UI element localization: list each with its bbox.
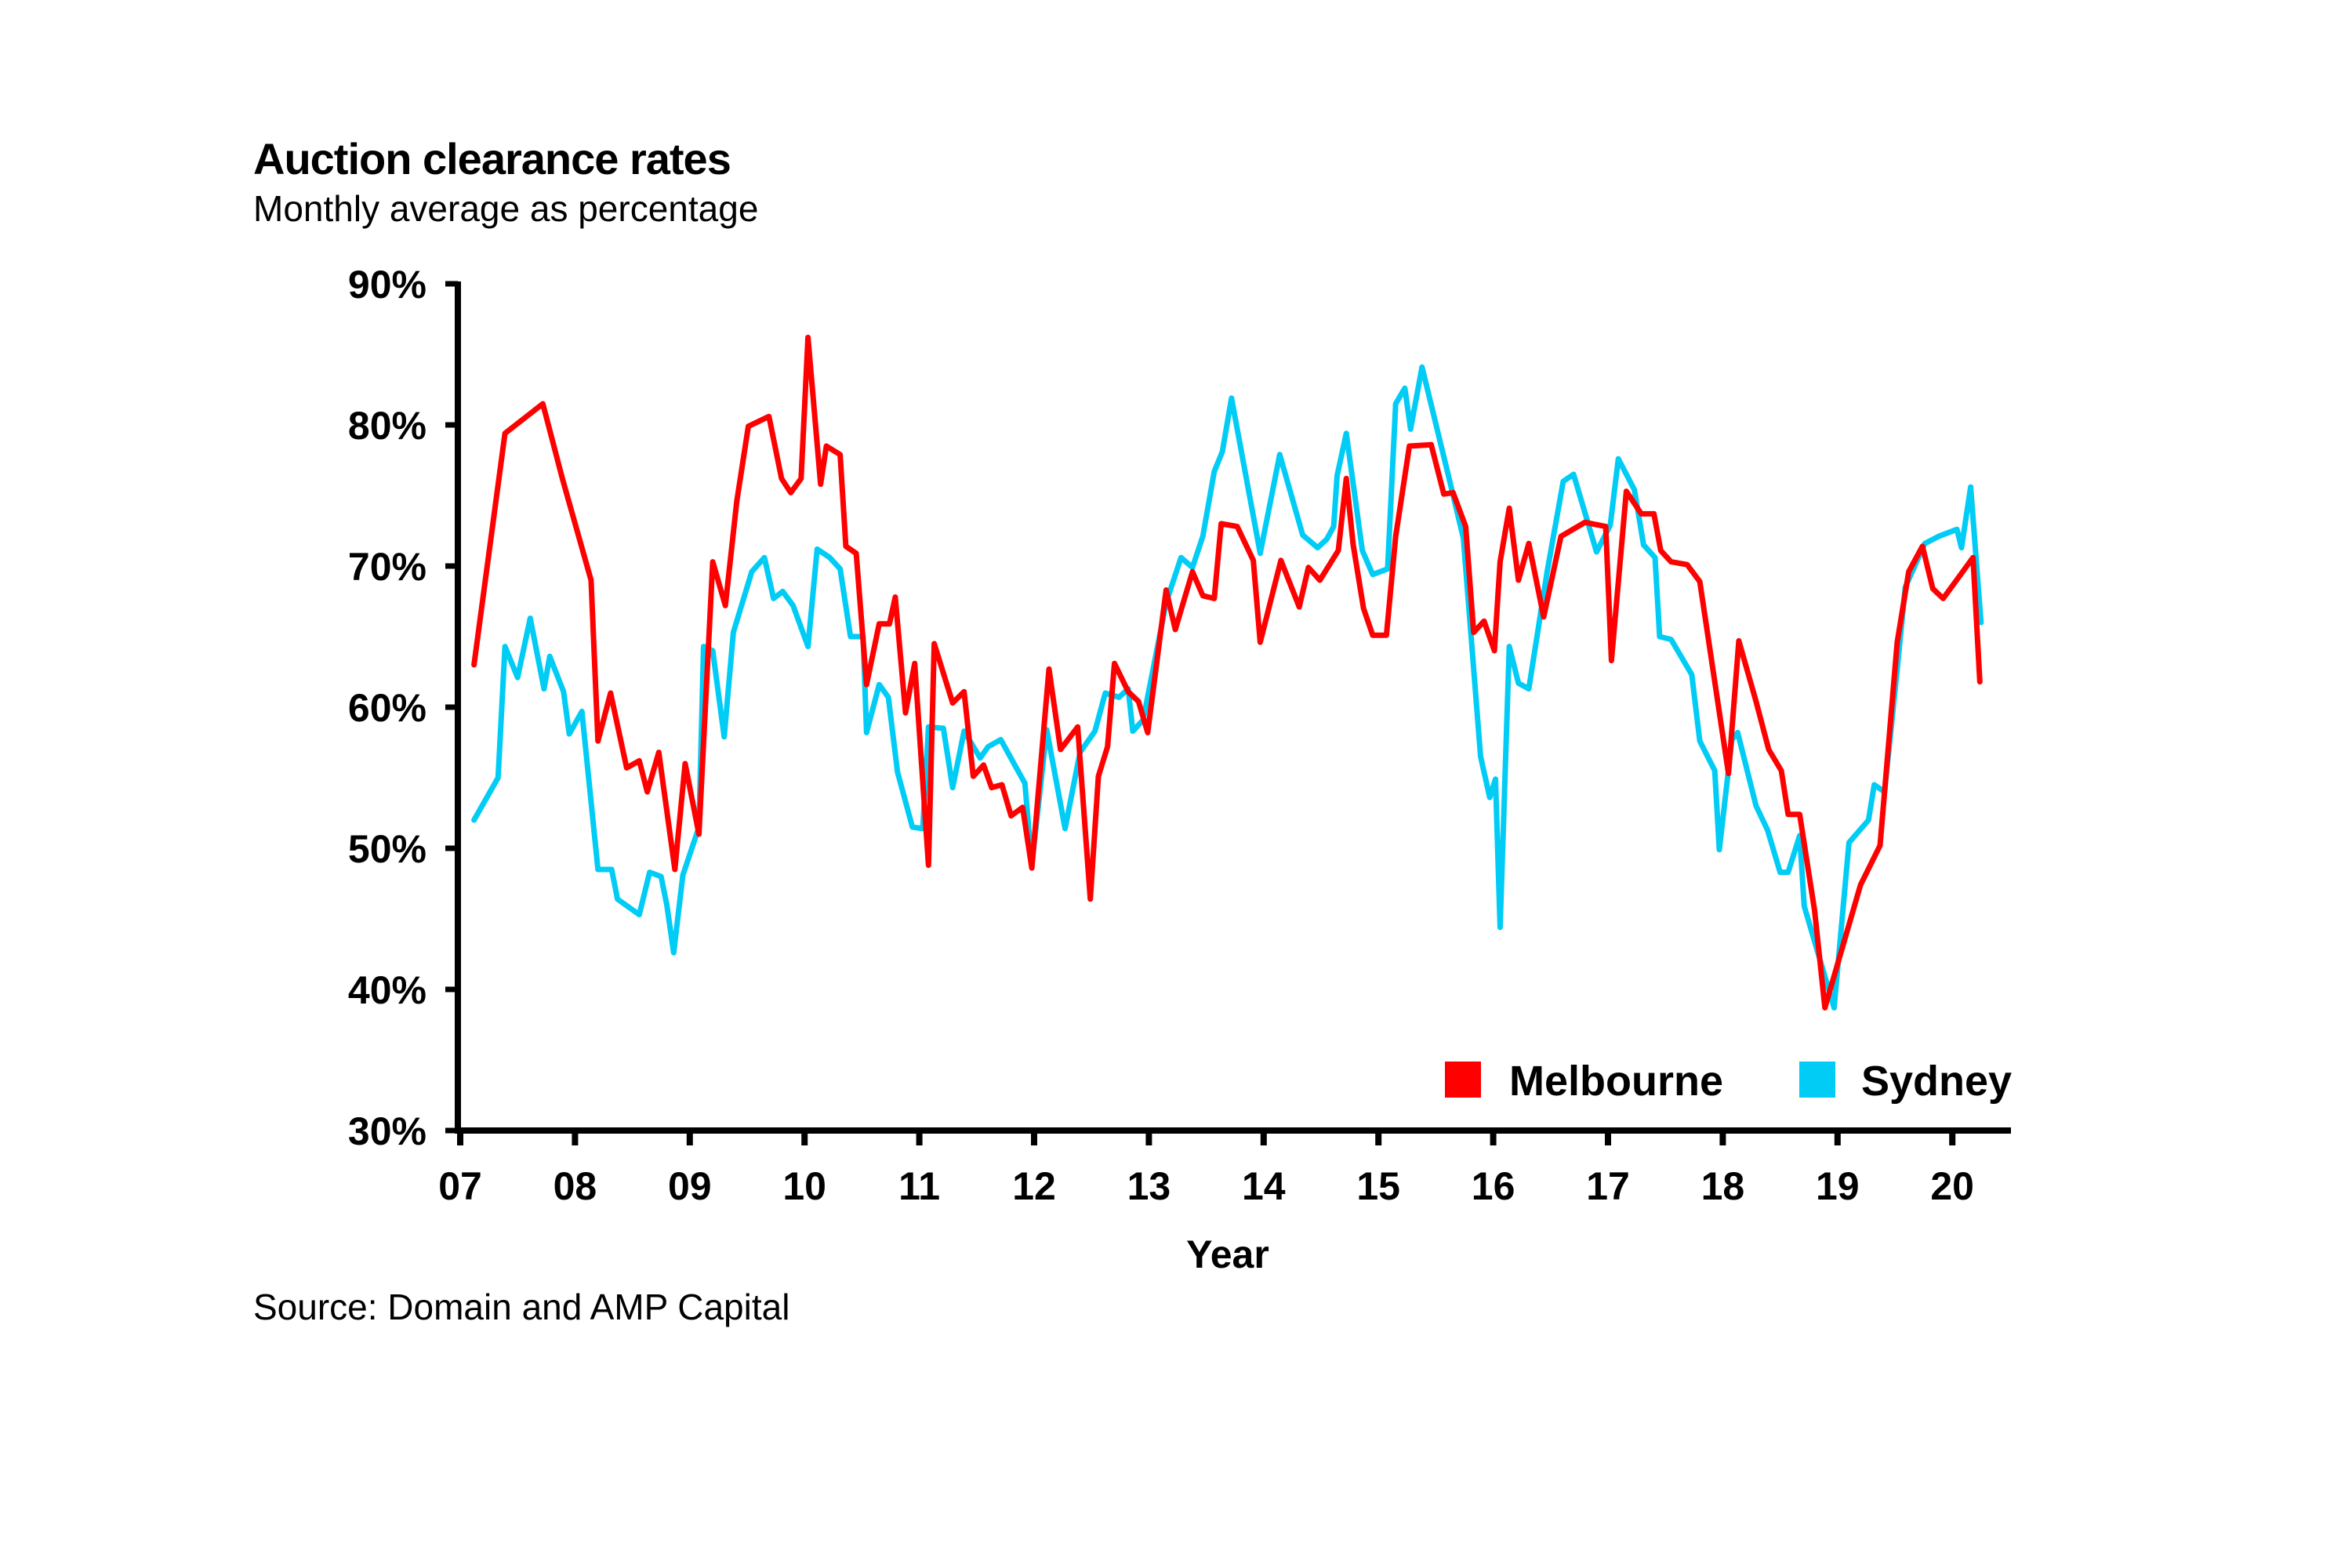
legend-swatch-sydney bbox=[1799, 1062, 1835, 1098]
x-axis-ticks: 07 08 09 10 11 12 13 14 15 16 17 18 19 20 bbox=[438, 1131, 1974, 1208]
series-line-melbourne bbox=[471, 334, 1983, 1011]
x-tick-label: 19 bbox=[1816, 1164, 1860, 1208]
series-group bbox=[471, 334, 1984, 1011]
legend-swatch-melbourne bbox=[1445, 1062, 1481, 1098]
x-tick-label: 15 bbox=[1356, 1164, 1400, 1208]
x-axis-label: Year bbox=[1186, 1232, 1269, 1276]
y-tick-label: 50% bbox=[348, 827, 426, 871]
x-tick-label: 11 bbox=[898, 1164, 940, 1208]
x-tick-label: 10 bbox=[782, 1164, 826, 1208]
y-axis-ticks: 30% 40% 50% 60% 70% 80% 90% bbox=[348, 263, 458, 1153]
series-line-sydney bbox=[471, 364, 1984, 1011]
legend: Melbourne Sydney bbox=[1445, 1058, 2012, 1105]
x-tick-label: 12 bbox=[1012, 1164, 1056, 1208]
y-tick-label: 40% bbox=[348, 968, 426, 1012]
chart-subtitle: Monthly average as percentage bbox=[253, 188, 758, 229]
x-tick-label: 08 bbox=[554, 1164, 597, 1208]
legend-label-melbourne: Melbourne bbox=[1509, 1058, 1723, 1105]
legend-label-sydney: Sydney bbox=[1861, 1058, 2012, 1105]
x-tick-label: 14 bbox=[1242, 1164, 1286, 1208]
x-tick-label: 09 bbox=[668, 1164, 712, 1208]
source-note: Source: Domain and AMP Capital bbox=[253, 1287, 789, 1327]
x-tick-label: 20 bbox=[1930, 1164, 1974, 1208]
y-tick-label: 30% bbox=[348, 1109, 426, 1153]
x-tick-label: 13 bbox=[1127, 1164, 1171, 1208]
x-tick-label: 18 bbox=[1701, 1164, 1745, 1208]
y-tick-label: 90% bbox=[348, 263, 426, 307]
chart-title: Auction clearance rates bbox=[253, 134, 731, 183]
x-tick-label: 07 bbox=[438, 1164, 482, 1208]
x-tick-label: 17 bbox=[1586, 1164, 1630, 1208]
y-tick-label: 70% bbox=[348, 545, 426, 589]
x-tick-label: 16 bbox=[1472, 1164, 1515, 1208]
y-tick-label: 80% bbox=[348, 404, 426, 448]
y-tick-label: 60% bbox=[348, 686, 426, 730]
